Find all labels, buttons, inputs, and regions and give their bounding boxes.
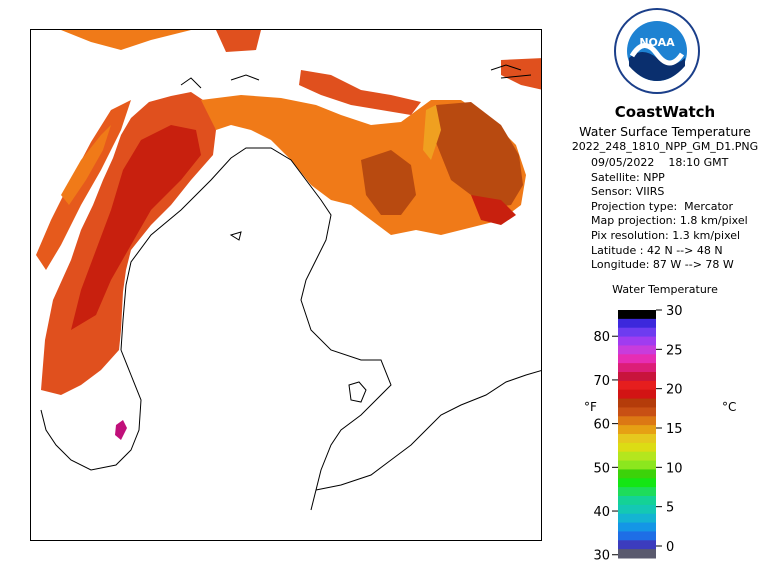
scale-swatch (618, 345, 656, 355)
fahrenheit-tick-label: 80 (593, 330, 610, 345)
scale-swatch (618, 310, 656, 320)
warm-anomaly-spot (115, 420, 127, 440)
celsius-tick-label: 30 (666, 304, 683, 319)
app-title: CoastWatch (614, 103, 716, 121)
meta-longitude: Longitude: 87 W --> 78 W (591, 258, 734, 272)
celsius-tick-label: 15 (666, 422, 683, 437)
scale-swatch (618, 496, 656, 506)
scale-swatch (618, 549, 656, 559)
celsius-tick-label: 20 (666, 383, 683, 398)
celsius-tick-label: 5 (666, 501, 674, 516)
scale-swatch (618, 372, 656, 382)
meta-pix-resolution: Pix resolution: 1.3 km/pixel (591, 228, 741, 242)
scale-swatch (618, 363, 656, 373)
temperature-map[interactable] (30, 29, 542, 541)
meta-projection-type: Projection type: Mercator (591, 199, 734, 213)
unit-fahrenheit: °F (584, 400, 597, 414)
scale-swatch (618, 380, 656, 391)
logo-text: NOAA (639, 36, 675, 49)
lake-erie-shore-outline (315, 370, 541, 491)
celsius-tick-label: 10 (666, 461, 683, 476)
scale-swatch (618, 389, 656, 400)
scale-swatch (618, 327, 656, 338)
scale-swatch (618, 504, 656, 515)
meta-map-projection: Map projection: 1.8 km/pixel (591, 214, 748, 228)
meta-satellite: Satellite: NPP (591, 170, 665, 184)
scale-swatch (618, 318, 656, 329)
lake-michigan-hot-core (71, 125, 201, 330)
fahrenheit-tick-label: 30 (593, 549, 610, 562)
lake-michigan-shore-outline (40, 349, 142, 471)
scale-swatch (618, 540, 656, 550)
scale-swatch (618, 513, 656, 524)
lake-ontario-edge (501, 58, 541, 90)
metadata-list: 09/05/2022 18:10 GMT Satellite: NPP Sens… (591, 156, 748, 273)
file-name: 2022_248_1810_NPP_GM_D1.PNG (571, 140, 759, 153)
scale-swatch (618, 522, 656, 532)
scale-swatch (618, 531, 656, 541)
fahrenheit-tick-label: 60 (593, 418, 610, 433)
color-scale: 0 5 10 15 20 25 30 30 40 50 60 70 80 (593, 304, 683, 562)
meta-latitude: Latitude : 42 N --> 48 N (591, 243, 723, 257)
scale-swatch (618, 434, 656, 444)
scale-swatch (618, 478, 656, 488)
scale-swatch (618, 451, 656, 462)
georgian-bay-region (431, 102, 523, 208)
scale-swatch (618, 407, 656, 417)
scale-swatch (618, 442, 656, 453)
meta-sensor: Sensor: VIIRS (591, 185, 665, 199)
scale-swatch (618, 398, 656, 408)
scale-swatch (618, 460, 656, 470)
scale-swatch (618, 416, 656, 426)
celsius-tick-label: 25 (666, 343, 683, 358)
unit-celsius: °C (722, 400, 737, 414)
lake-st-clair-outline (348, 381, 367, 403)
huron-brown-patch (361, 150, 416, 215)
product-title: Water Surface Temperature (579, 124, 751, 139)
scale-swatch (618, 469, 656, 479)
scale-swatch (618, 487, 656, 497)
meta-datetime: 09/05/2022 18:10 GMT (591, 156, 729, 169)
lake-superior-region-2 (216, 30, 261, 52)
scale-swatch (618, 336, 656, 346)
legend-title: Water Temperature (612, 283, 718, 296)
green-bay-region (61, 125, 111, 205)
fahrenheit-tick-label: 40 (593, 505, 610, 520)
map-canvas (36, 30, 541, 511)
noaa-logo-icon: NOAA (614, 8, 700, 94)
lake-superior-region (61, 30, 191, 50)
north-channel (299, 70, 421, 115)
fahrenheit-tick-label: 50 (593, 461, 610, 476)
scale-swatch (618, 425, 656, 435)
fahrenheit-tick-label: 70 (593, 374, 610, 389)
lake-michigan-west-edge (36, 100, 131, 270)
northern-lakes-outline (180, 64, 532, 241)
huron-hot-spot (471, 195, 516, 225)
michigan-lower-peninsula-outline (120, 147, 392, 511)
huron-amber-strip (423, 105, 441, 160)
celsius-tick-label: 0 (666, 540, 674, 555)
noaa-logo: NOAA (612, 6, 702, 96)
scale-swatch (618, 354, 656, 364)
